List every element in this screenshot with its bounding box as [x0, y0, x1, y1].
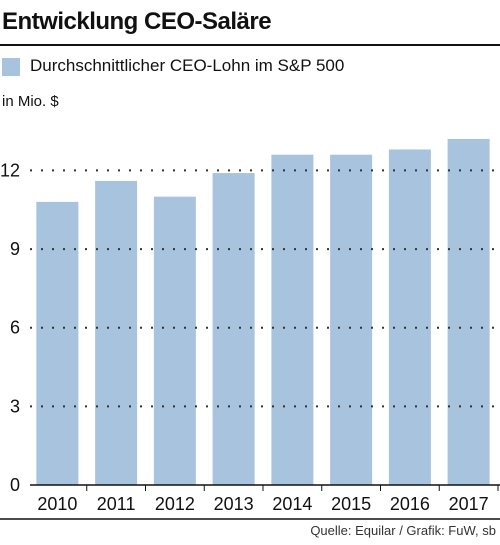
bar-2013 — [212, 173, 255, 486]
legend-label: Durchschnittlicher CEO-Lohn im S&P 500 — [30, 56, 345, 75]
bar-2017 — [447, 138, 490, 485]
bar-2011 — [95, 180, 138, 485]
bar-2015 — [330, 154, 373, 485]
x-tick-label: 2013 — [214, 494, 254, 514]
x-tick-label: 2012 — [155, 494, 195, 514]
chart-title: Entwicklung CEO-Saläre — [2, 8, 272, 35]
title-rule — [0, 44, 500, 46]
x-tick-label: 2016 — [390, 494, 430, 514]
x-tick-label: 2011 — [97, 494, 136, 514]
x-tick-label: 2015 — [331, 494, 371, 514]
bar-2010 — [36, 201, 79, 485]
y-tick-label: 3 — [10, 396, 20, 416]
x-tick-label: 2014 — [272, 494, 312, 514]
y-tick-label: 6 — [10, 318, 20, 338]
bar-2016 — [388, 149, 431, 485]
x-tick-label: 2010 — [37, 494, 77, 514]
x-tick-label: 2017 — [449, 494, 489, 514]
y-tick-label: 12 — [0, 160, 20, 180]
bar-2012 — [153, 196, 196, 485]
source-note: Quelle: Equilar / Grafik: FuW, sb — [310, 523, 496, 538]
y-tick-label: 0 — [10, 475, 20, 495]
legend-swatch — [2, 58, 20, 76]
y-axis-unit-label: in Mio. $ — [2, 93, 59, 110]
bar-2014 — [271, 154, 314, 485]
y-tick-label: 9 — [10, 239, 20, 259]
